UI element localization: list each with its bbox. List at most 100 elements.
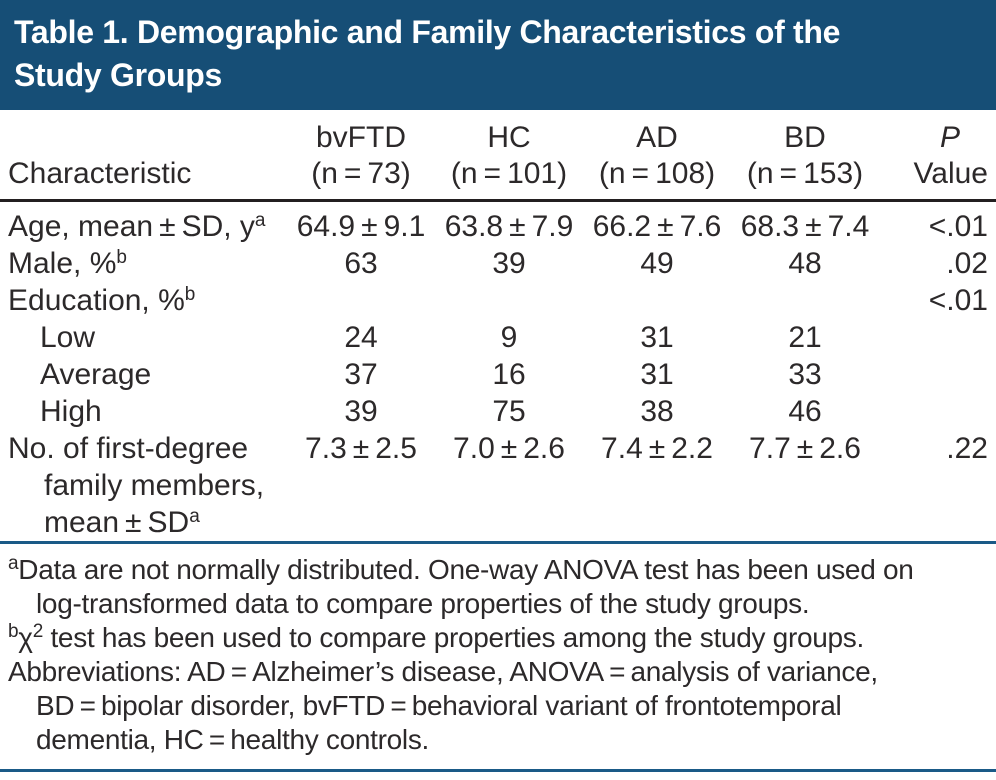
table-body: Age, mean ± SD, ya 64.9 ± 9.1 63.8 ± 7.9…: [0, 201, 996, 542]
cell-bd: 68.3 ± 7.4: [740, 210, 870, 243]
row-label: Education, %b: [0, 282, 287, 319]
row-label-text: Low: [40, 321, 96, 354]
cell-p-value: <.01: [928, 284, 988, 317]
ad-group-n: (n = 108): [598, 157, 716, 190]
column-header-characteristic: Characteristic: [0, 110, 287, 202]
table-row-age: Age, mean ± SD, ya 64.9 ± 9.1 63.8 ± 7.9…: [0, 201, 996, 246]
column-header-hc: HC (n = 101): [435, 110, 583, 202]
p-header-symbol: P: [939, 121, 960, 154]
row-label-text: Education, %: [8, 284, 185, 317]
cell-bd: 46: [788, 395, 822, 428]
table-row-education: Education, %b <.01: [0, 282, 996, 319]
table-title-line1: Table 1. Demographic and Family Characte…: [14, 14, 841, 50]
row-label: Age, mean ± SD, ya: [0, 201, 287, 246]
table-title-line2: Study Groups: [14, 57, 222, 93]
cell-ad: 66.2 ± 7.6: [592, 210, 722, 243]
footnote-b: bχ2 test has been used to compare proper…: [8, 621, 988, 655]
cell-ad: 31: [640, 321, 674, 354]
cell-bd: 48: [788, 247, 822, 280]
cell-bvftd: 24: [344, 321, 378, 354]
cell-bvftd: 37: [344, 358, 378, 391]
hc-group-name: HC: [487, 121, 531, 154]
row-label: Low: [0, 319, 287, 356]
chi-symbol: χ: [18, 622, 33, 653]
cell-hc: 7.0 ± 2.6: [453, 432, 565, 465]
cell-ad: 7.4 ± 2.2: [601, 432, 713, 465]
figure-bottom-rule: [0, 769, 996, 772]
cell-p-value: [879, 356, 996, 393]
table-title-band: Table 1. Demographic and Family Characte…: [0, 0, 996, 110]
column-header-bd: BD (n = 153): [731, 110, 879, 202]
p-header-word: Value: [913, 157, 988, 190]
cell-ad: 31: [640, 358, 674, 391]
abbreviations-line2: BD = bipolar disorder, bvFTD = behaviora…: [36, 690, 842, 721]
cell-p-value: [879, 393, 996, 430]
cell-p-value: .02: [946, 247, 988, 280]
chi-exponent: 2: [32, 621, 44, 642]
bd-group-name: BD: [784, 121, 826, 154]
bd-group-n: (n = 153): [746, 157, 864, 190]
cell-hc: 9: [500, 321, 518, 354]
footnote-b-text: test has been used to compare properties…: [42, 622, 864, 653]
table-header: Characteristic bvFTD (n = 73) HC (n = 10…: [0, 110, 996, 202]
hc-group-n: (n = 101): [450, 157, 568, 190]
cell-ad: 49: [640, 247, 674, 280]
cell-bvftd: [287, 282, 435, 319]
table-row-education-average: Average 37 16 31 33: [0, 356, 996, 393]
cell-hc: [435, 282, 583, 319]
cell-p-value: .22: [946, 432, 988, 465]
table-row-male: Male, %b 63 39 49 48 .02: [0, 245, 996, 282]
row-label: High: [0, 393, 287, 430]
row-label-text: No. of first-degree family members, mean…: [8, 432, 265, 539]
row-label-sup: b: [184, 284, 196, 305]
bvftd-group-n: (n = 73): [311, 157, 411, 190]
row-label-text: Average: [40, 358, 152, 391]
table-row-education-low: Low 24 9 31 21: [0, 319, 996, 356]
footnote-a-marker: a: [8, 553, 19, 574]
header-row: Characteristic bvFTD (n = 73) HC (n = 10…: [0, 110, 996, 202]
cell-hc: 16: [492, 358, 526, 391]
row-label-sup: a: [189, 506, 200, 527]
cell-ad: 38: [640, 395, 674, 428]
cell-bd: 7.7 ± 2.6: [749, 432, 861, 465]
footnote-a-text1: Data are not normally distributed. One-w…: [18, 554, 914, 585]
bvftd-group-name: bvFTD: [316, 121, 406, 154]
column-header-ad: AD (n = 108): [583, 110, 731, 202]
cell-p-value: [879, 319, 996, 356]
row-label-text: Age, mean ± SD, y: [8, 210, 255, 243]
cell-p-value: <.01: [928, 210, 988, 243]
cell-hc: 39: [492, 247, 526, 280]
cell-bvftd: 7.3 ± 2.5: [305, 432, 417, 465]
table-row-family-members: No. of first-degree family members, mean…: [0, 430, 996, 541]
cell-bvftd: 64.9 ± 9.1: [296, 210, 426, 243]
demographics-table: Characteristic bvFTD (n = 73) HC (n = 10…: [0, 110, 996, 541]
column-header-bvftd: bvFTD (n = 73): [287, 110, 435, 202]
row-label-text: High: [40, 395, 102, 428]
footnote-b-marker: b: [8, 621, 19, 642]
cell-hc: 63.8 ± 7.9: [444, 210, 574, 243]
cell-bd: 33: [788, 358, 822, 391]
row-label-sup: a: [254, 210, 266, 231]
cell-bd: [731, 282, 879, 319]
row-label: Male, %b: [0, 245, 287, 282]
row-label: Average: [0, 356, 287, 393]
footnote-a-line2: log-transformed data to compare properti…: [36, 588, 810, 619]
ad-group-name: AD: [636, 121, 678, 154]
row-label: No. of first-degree family members, mean…: [0, 430, 287, 541]
table-bottom-rule: [0, 541, 996, 544]
abbreviations-line1: Abbreviations: AD = Alzheimer’s disease,…: [8, 656, 878, 687]
footnote-a-line1: aData are not normally distributed. One-…: [8, 553, 988, 587]
abbreviations-line3: dementia, HC = healthy controls.: [36, 724, 430, 755]
characteristic-header-label: Characteristic: [8, 157, 192, 190]
row-label-text: Male, %: [8, 247, 117, 280]
cell-hc: 75: [492, 395, 526, 428]
cell-bvftd: 63: [344, 247, 378, 280]
cell-ad: [583, 282, 731, 319]
row-label-sup: b: [116, 247, 127, 268]
cell-bd: 21: [788, 321, 822, 354]
cell-bvftd: 39: [344, 395, 378, 428]
footnotes: aData are not normally distributed. One-…: [0, 544, 996, 757]
table-row-education-high: High 39 75 38 46: [0, 393, 996, 430]
column-header-p-value: P Value: [879, 110, 996, 202]
